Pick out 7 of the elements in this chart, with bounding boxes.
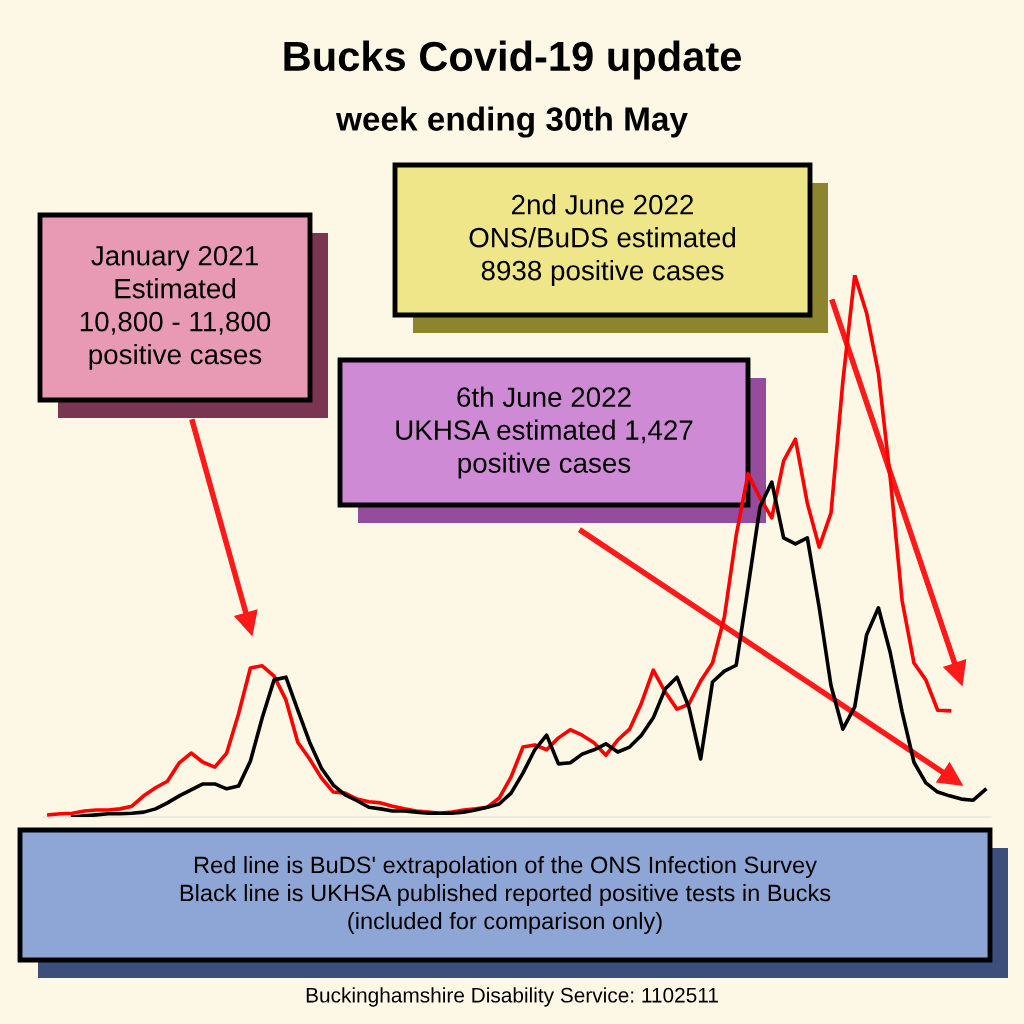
annotation: 6th June 2022 UKHSA estimated 1,427 positive cases [396, 386, 693, 479]
annotation: 2nd June 2022 ONS/BuDS estimated 8938 positive cases [469, 194, 736, 286]
text: Red line is BuDS' extrapolation of the ONS Infection Survey Black line is UKHSA published reported positive tests in Bucks (included for comparison only) [180, 856, 831, 934]
chart-title: Bucks Covid-19 update [284, 40, 741, 80]
text: Buckinghamshire Disability Service: 1102511 [306, 987, 718, 1007]
chart-subtitle: week ending 30th May [335, 106, 688, 138]
annotation: January 2021 Estimated 10,800 - 11,800 positive cases [80, 245, 271, 370]
